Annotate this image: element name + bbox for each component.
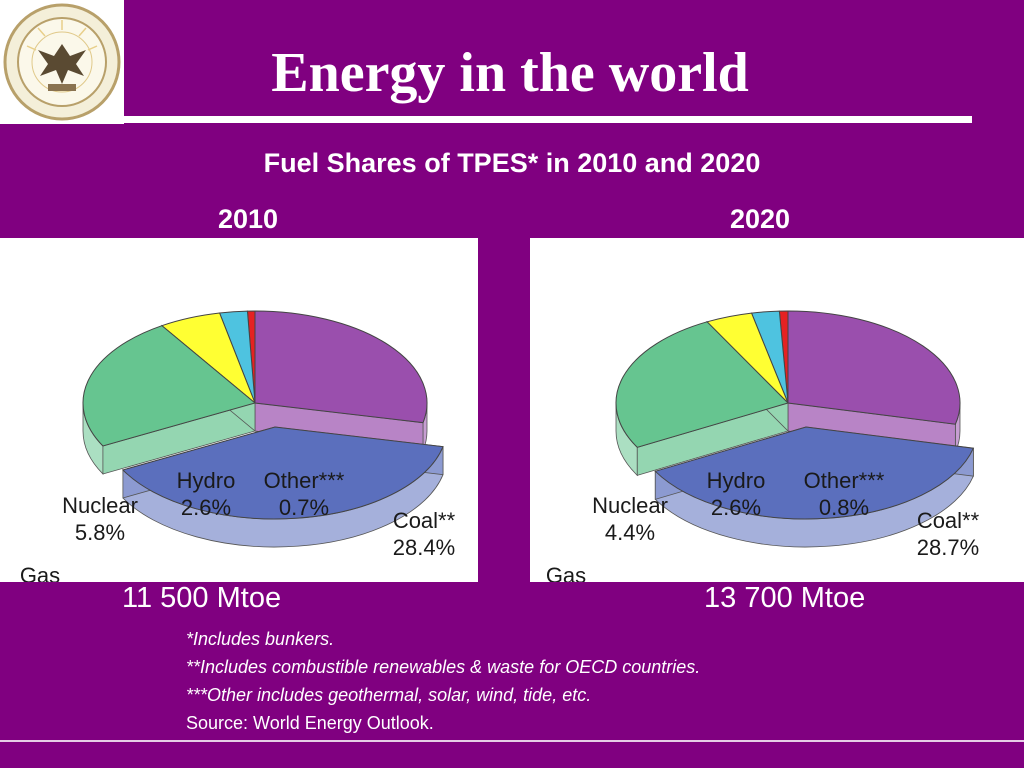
pie-slice-gas-2010 <box>82 324 257 475</box>
slice-label-coal-2020: Coal** 28.7% <box>917 508 980 560</box>
slice-value: 2.6% <box>181 495 231 520</box>
slice-label-coal-2010: Coal** 28.4% <box>393 508 456 560</box>
slice-name: Coal** <box>393 508 456 533</box>
slice-value: 28.4% <box>393 535 455 560</box>
slice-label-nuclear-2020: Nuclear 4.4% <box>592 493 668 545</box>
university-seal-icon <box>3 3 121 121</box>
chart-subtitle: Fuel Shares of TPES* in 2010 and 2020 <box>263 148 761 178</box>
pie-chart-2010: Coal**28.4%Oil*38.8%Gas23.6%Nuclear5.8%H… <box>0 238 478 582</box>
title-underline <box>124 116 972 123</box>
pie-slice-oil-2010 <box>121 426 444 548</box>
source-note: Source: World Energy Outlook. <box>186 713 434 733</box>
year-2010-label: 2010 <box>218 204 279 234</box>
slice-name: Nuclear <box>62 493 138 518</box>
slice-value: 4.4% <box>605 520 655 545</box>
slice-value: 0.8% <box>819 495 869 520</box>
pie-slice-gas-2020 <box>615 320 789 477</box>
total-2010: 11 500 Mtoe <box>122 582 282 614</box>
pie-slice-coal-2010 <box>254 310 428 452</box>
slide-title: Energy in the world <box>271 42 749 104</box>
slice-label-hydro-2010: Hydro 2.6% <box>177 468 236 520</box>
slice-label-gas-2010: Gas23.6% <box>9 563 71 582</box>
university-logo <box>0 0 124 124</box>
pie-slice-oil-2020 <box>654 426 975 548</box>
slice-name: Other*** <box>804 468 885 493</box>
slice-label-gas-2020: Gas25.2% <box>535 563 597 582</box>
slice-name: Hydro <box>177 468 236 493</box>
footnote-bunkers: *Includes bunkers. <box>186 629 335 649</box>
slice-value: 0.7% <box>279 495 329 520</box>
footnote-renewables: **Includes combustible renewables & wast… <box>186 657 701 677</box>
footnote-other: ***Other includes geothermal, solar, win… <box>186 685 592 705</box>
slice-name: Nuclear <box>592 493 668 518</box>
slice-label-other-2020: Other*** 0.8% <box>804 468 885 520</box>
pie-slice-coal-2020 <box>787 310 961 453</box>
slice-label-other-2010: Other*** 0.7% <box>264 468 345 520</box>
total-2020: 13 700 Mtoe <box>704 582 866 614</box>
slice-value: 28.7% <box>917 535 979 560</box>
footnotes: *Includes bunkers. **Includes combustibl… <box>186 625 700 737</box>
slice-name: Hydro <box>707 468 766 493</box>
slice-label-nuclear-2010: Nuclear 5.8% <box>62 493 138 545</box>
slice-name: Gas <box>546 563 586 582</box>
pie-chart-2020: Coal**28.7%Oil*38.3%Gas25.2%Nuclear4.4%H… <box>530 238 1024 582</box>
slice-value: 2.6% <box>711 495 761 520</box>
slice-name: Other*** <box>264 468 345 493</box>
slice-name: Coal** <box>917 508 980 533</box>
slice-value: 5.8% <box>75 520 125 545</box>
year-2020-label: 2020 <box>730 204 791 234</box>
bottom-divider <box>0 740 1024 742</box>
slice-label-hydro-2020: Hydro 2.6% <box>707 468 766 520</box>
slice-name: Gas <box>20 563 60 582</box>
